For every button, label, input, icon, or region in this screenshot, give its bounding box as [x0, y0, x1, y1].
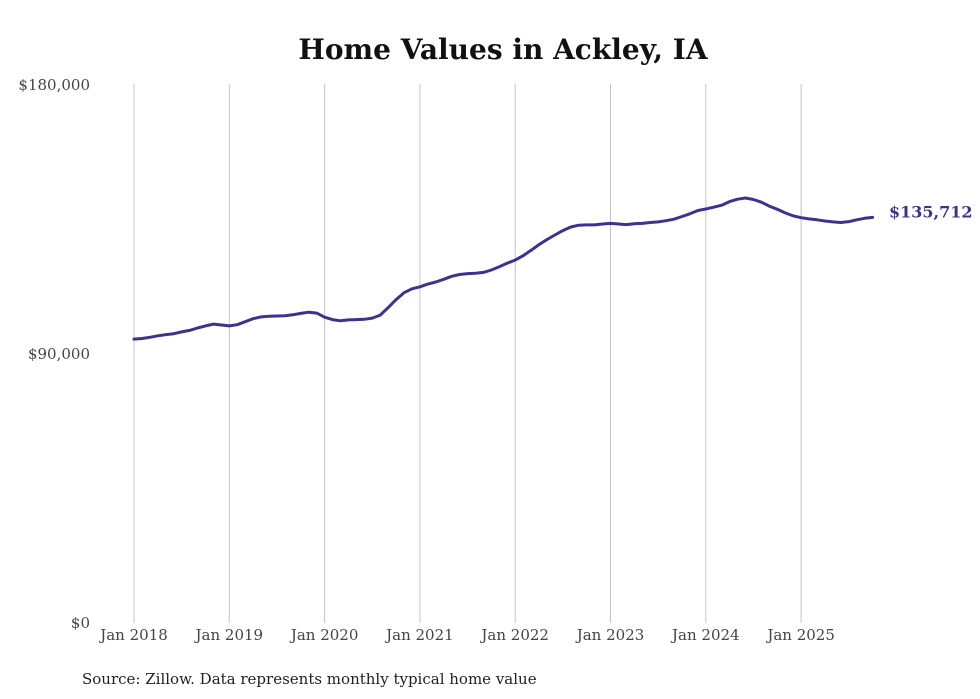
y-tick-label: $90,000: [28, 345, 90, 363]
y-tick-label: $180,000: [18, 76, 90, 94]
x-tick-label: Jan 2022: [479, 626, 549, 644]
x-axis-ticks: Jan 2018 Jan 2019 Jan 2020 Jan 2021 Jan 2022…: [98, 626, 835, 644]
source-note: Source: Zillow. Data represents monthly …: [82, 670, 537, 688]
y-axis-ticks: $0 $90,000 $180,000: [18, 76, 90, 632]
x-tick-label: Jan 2021: [384, 626, 454, 644]
x-tick-label: Jan 2019: [194, 626, 264, 644]
grid-lines: [133, 84, 802, 623]
x-tick-label: Jan 2018: [98, 626, 168, 644]
x-tick-label: Jan 2020: [289, 626, 359, 644]
end-value-label: $135,712: [889, 202, 973, 221]
chart-title: Home Values in Ackley, IA: [298, 33, 708, 66]
series-line-home-value: [132, 196, 875, 341]
x-tick-label: Jan 2024: [670, 626, 740, 644]
y-tick-label: $0: [71, 614, 90, 632]
x-tick-label: Jan 2025: [765, 626, 835, 644]
x-tick-label: Jan 2023: [575, 626, 645, 644]
